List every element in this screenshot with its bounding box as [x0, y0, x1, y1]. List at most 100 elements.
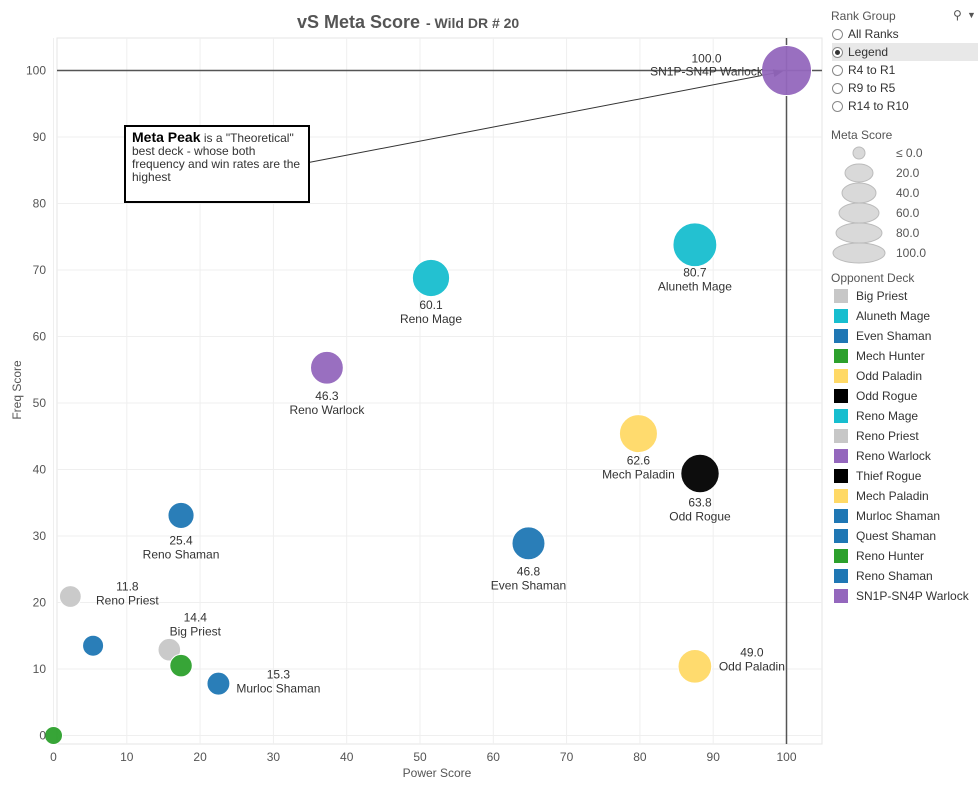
deck-legend-item[interactable]: Odd Paladin: [834, 367, 922, 385]
rank-option-label: R9 to R5: [848, 81, 896, 95]
deck-legend-label: Even Shaman: [856, 329, 932, 343]
deck-legend-item[interactable]: Aluneth Mage: [834, 307, 930, 325]
deck-legend-label: Murloc Shaman: [856, 509, 941, 523]
x-tick-label: 60: [487, 750, 501, 764]
rank-group-title: Rank Group: [831, 9, 896, 23]
deck-legend-item[interactable]: Mech Hunter: [834, 347, 925, 365]
deck-legend-item[interactable]: Reno Priest: [834, 427, 919, 445]
y-tick-label: 30: [33, 529, 47, 543]
point-value-label: 15.3: [267, 668, 291, 682]
deck-legend-label: Reno Shaman: [856, 569, 933, 583]
deck-legend-label: SN1P-SN4P Warlock: [856, 589, 969, 603]
point-name-label: Even Shaman: [491, 578, 566, 592]
deck-legend-label: Reno Priest: [856, 429, 919, 443]
data-points: [44, 45, 812, 745]
y-tick-label: 40: [33, 463, 47, 477]
y-tick-label: 70: [33, 263, 47, 277]
chart-subtitle: - Wild DR # 20: [426, 15, 519, 31]
legend-panel: Rank Group ⚲ ▼ All Ranks Legend R4 to R1 R9…: [826, 0, 978, 786]
axis-ticks: 0 10 20 30 40 50 60 70 80 90 100 0 10 20 30 40 50 60 70 80 9…: [26, 64, 797, 765]
deck-legend-label: Mech Paladin: [856, 489, 929, 503]
data-point: [44, 726, 63, 745]
callout-bold: Meta Peak: [132, 129, 201, 145]
size-legend-bubble: [835, 222, 883, 244]
color-swatch: [834, 569, 848, 583]
reference-lines: [57, 38, 822, 744]
x-tick-label: 40: [340, 750, 354, 764]
meta-score-size-legend: ≤ 0.0 20.0 40.0 60.0 80.0 100.0: [832, 146, 926, 264]
deck-legend-item[interactable]: Thief Rogue: [834, 467, 921, 485]
deck-legend-item[interactable]: Reno Mage: [834, 407, 918, 425]
data-point: [672, 222, 718, 268]
deck-legend-label: Reno Mage: [856, 409, 919, 423]
point-name-label: Reno Mage: [400, 312, 462, 326]
data-point: [411, 258, 451, 298]
size-legend-label: ≤ 0.0: [896, 146, 923, 160]
radio-button[interactable]: [832, 100, 843, 112]
deck-legend-label: Odd Paladin: [856, 369, 923, 383]
y-tick-label: 0: [39, 729, 46, 743]
point-value-label: 62.6: [627, 454, 651, 468]
color-swatch: [834, 329, 848, 343]
x-tick-label: 0: [50, 750, 57, 764]
size-legend-label: 60.0: [896, 206, 920, 220]
deck-legend-item[interactable]: Mech Paladin: [834, 487, 929, 505]
deck-legend-item[interactable]: Murloc Shaman: [834, 507, 940, 525]
meta-score-title: Meta Score: [831, 128, 893, 142]
data-point: [82, 634, 105, 657]
radio-button[interactable]: [832, 46, 843, 58]
callout-text: is a "Theoretical" best deck - whose bot…: [132, 131, 301, 184]
x-axis-title: Power Score: [403, 766, 472, 780]
rank-option[interactable]: R14 to R10: [832, 97, 978, 115]
deck-legend-item[interactable]: SN1P-SN4P Warlock: [834, 587, 969, 605]
rank-option[interactable]: Legend: [832, 43, 978, 61]
deck-legend-label: Odd Rogue: [856, 389, 918, 403]
opponent-deck-title: Opponent Deck: [831, 271, 915, 285]
y-tick-label: 90: [33, 130, 47, 144]
deck-legend-item[interactable]: Even Shaman: [834, 327, 931, 345]
color-swatch: [834, 429, 848, 443]
y-tick-label: 20: [33, 596, 47, 610]
point-value-label: 80.7: [683, 266, 707, 280]
radio-selected-dot: [835, 49, 840, 55]
rank-option-label: R4 to R1: [848, 63, 896, 77]
radio-button[interactable]: [832, 64, 843, 76]
radio-button[interactable]: [832, 82, 843, 94]
deck-legend-item[interactable]: Quest Shaman: [834, 527, 936, 545]
scatter-chart: vS Meta Score - Wild DR # 20 100.0SN1P-S…: [10, 12, 823, 780]
size-legend-label: 80.0: [896, 226, 920, 240]
deck-legend-item[interactable]: Odd Rogue: [834, 387, 917, 405]
point-value-label: 60.1: [419, 298, 443, 312]
deck-legend-label: Reno Warlock: [856, 449, 931, 463]
dropdown-icon[interactable]: ▼: [967, 10, 976, 20]
y-tick-label: 50: [33, 396, 47, 410]
rank-option-label: Legend: [848, 45, 889, 59]
rank-option[interactable]: R4 to R1: [832, 61, 978, 79]
rank-option[interactable]: R9 to R5: [832, 79, 978, 97]
rank-option-label: All Ranks: [848, 27, 899, 41]
data-point: [511, 526, 546, 561]
size-legend-bubble: [841, 182, 877, 204]
arrow-line: [305, 71, 783, 164]
deck-legend-item[interactable]: Big Priest: [834, 287, 907, 305]
x-tick-label: 70: [560, 750, 574, 764]
search-icon[interactable]: ⚲: [953, 8, 962, 22]
y-axis-title: Freq Score: [10, 360, 24, 420]
deck-legend-label: Reno Hunter: [856, 549, 925, 563]
data-point: [169, 653, 193, 678]
size-legend-bubble: [832, 242, 886, 264]
size-legend-bubble: [838, 202, 880, 224]
radio-button[interactable]: [832, 28, 843, 40]
color-swatch: [834, 409, 848, 423]
deck-legend-item[interactable]: Reno Shaman: [834, 567, 933, 585]
data-point: [157, 637, 182, 662]
point-name-label: Odd Rogue: [669, 509, 731, 523]
data-point: [680, 453, 720, 494]
deck-legend-item[interactable]: Reno Hunter: [834, 547, 924, 565]
data-point: [761, 45, 812, 96]
color-swatch: [834, 369, 848, 383]
rank-option[interactable]: All Ranks: [832, 25, 978, 43]
deck-legend-item[interactable]: Reno Warlock: [834, 447, 931, 465]
data-point: [310, 350, 344, 385]
